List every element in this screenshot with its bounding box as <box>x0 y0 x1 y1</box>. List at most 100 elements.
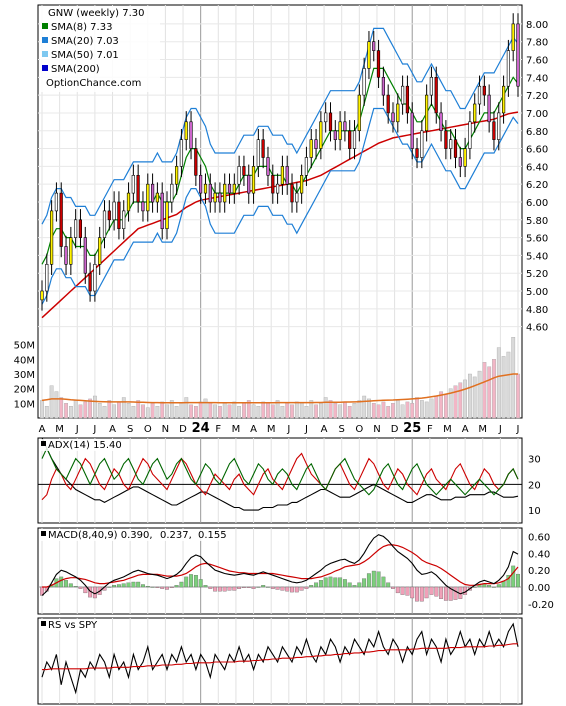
volume-bar <box>116 401 121 419</box>
candle-body <box>324 112 328 123</box>
volume-bar <box>193 406 198 419</box>
macd-histogram-bar <box>299 586 304 591</box>
candle-body <box>275 183 280 194</box>
x-axis-label: M <box>55 424 64 435</box>
volume-bar <box>217 406 222 419</box>
legend-swatch <box>42 65 48 71</box>
macd-panel <box>37 527 523 615</box>
legend-swatch <box>42 23 48 29</box>
volume-bar <box>463 379 467 419</box>
volume-bar <box>299 403 304 419</box>
candle-body <box>131 175 135 194</box>
volume-bar <box>328 400 333 419</box>
price-tick-label: 6.20 <box>526 180 548 191</box>
candle-body <box>367 41 371 69</box>
macd-histogram-bar <box>217 586 222 592</box>
legend-swatch <box>42 37 48 43</box>
macd-histogram-bar <box>136 581 141 588</box>
volume-bar <box>468 373 472 419</box>
candle-body <box>175 166 179 185</box>
candle-body <box>160 192 164 230</box>
volume-bar <box>189 404 193 419</box>
sma8-line <box>41 67 519 265</box>
x-axis-label: A <box>462 424 469 435</box>
candle-body <box>126 192 131 212</box>
volume-bar <box>381 401 386 419</box>
macd-histogram-bar <box>323 577 328 588</box>
volume-bar <box>251 404 256 419</box>
legend-box <box>40 6 160 92</box>
volume-tick-label: 10M <box>14 399 35 410</box>
volume-bar <box>203 398 208 419</box>
volume-bar <box>395 400 400 419</box>
volume-bar <box>343 401 347 419</box>
x-axis-label: 24 <box>192 421 210 436</box>
legend-label: SMA(20) 7.03 <box>51 36 119 47</box>
macd-histogram-bar <box>160 586 165 589</box>
macd-histogram-bar <box>395 586 400 594</box>
candle-body <box>88 272 92 292</box>
candle-body <box>189 121 193 149</box>
candle-body <box>429 77 434 96</box>
candle-body <box>290 183 294 203</box>
volume-bar <box>198 401 203 419</box>
volume-bar <box>73 400 78 419</box>
macd-signal-value: 0.237, <box>160 530 192 541</box>
volume-bar <box>275 400 280 419</box>
macd-histogram-bar <box>429 586 434 595</box>
volume-tick-label: 20M <box>14 385 35 396</box>
macd-histogram-bar <box>506 575 511 588</box>
volume-bar <box>511 337 516 419</box>
macd-histogram-bar <box>415 586 419 602</box>
macd-histogram-bar <box>227 586 232 591</box>
candle-body <box>492 121 496 140</box>
volume-bar <box>448 388 453 419</box>
volume-bar <box>165 404 169 419</box>
volume-bar <box>472 376 477 419</box>
macd-histogram-bar <box>280 586 285 591</box>
x-axis-label: J <box>516 424 520 435</box>
candle-body <box>251 166 256 194</box>
volume-bar <box>444 394 448 419</box>
macd-histogram-bar <box>391 586 395 589</box>
candle-body <box>184 121 188 140</box>
price-tick-label: 7.60 <box>526 56 548 67</box>
macd-histogram-bar <box>410 586 415 599</box>
price-tick-label: 5.60 <box>526 234 548 245</box>
volume-bar <box>155 406 160 419</box>
x-axis-label: M <box>267 424 276 435</box>
x-axis-label: O <box>144 424 152 435</box>
candle-body <box>165 201 169 230</box>
macd-title: MACD(8,40,9) 0.390, <box>48 530 153 541</box>
candle-body <box>386 94 390 114</box>
x-axis-label: J <box>92 424 96 435</box>
macd-histogram-bar <box>126 582 131 588</box>
macd-histogram-bar <box>443 586 448 601</box>
price-tick-label: 5.00 <box>526 287 548 298</box>
macd-histogram-bar <box>213 586 218 592</box>
x-axis-label: O <box>355 424 363 435</box>
macd-histogram-bar <box>439 586 444 599</box>
volume-bar <box>49 385 54 419</box>
macd-histogram-bar <box>472 586 477 588</box>
candle-body <box>117 201 121 230</box>
x-axis-label: A <box>39 424 46 435</box>
volume-bar <box>347 406 352 419</box>
macd-histogram-bar <box>328 576 333 588</box>
candle-body <box>69 237 73 265</box>
volume-bar <box>68 406 73 419</box>
candle-body <box>194 148 198 176</box>
price-tick-label: 4.80 <box>526 305 548 316</box>
x-axis-label: F <box>427 424 433 435</box>
candle-body <box>199 175 203 194</box>
volume-bar <box>367 398 371 419</box>
volume-tick-label: 30M <box>14 370 35 381</box>
macd-histogram-bar <box>419 586 424 602</box>
macd-histogram-bar <box>165 586 169 590</box>
x-axis-label: M <box>478 424 487 435</box>
volume-bar <box>208 403 213 419</box>
candle-body <box>59 192 63 247</box>
macd-histogram-bar <box>251 586 256 589</box>
macd-histogram-bar <box>266 586 270 588</box>
candle-body <box>49 210 54 265</box>
